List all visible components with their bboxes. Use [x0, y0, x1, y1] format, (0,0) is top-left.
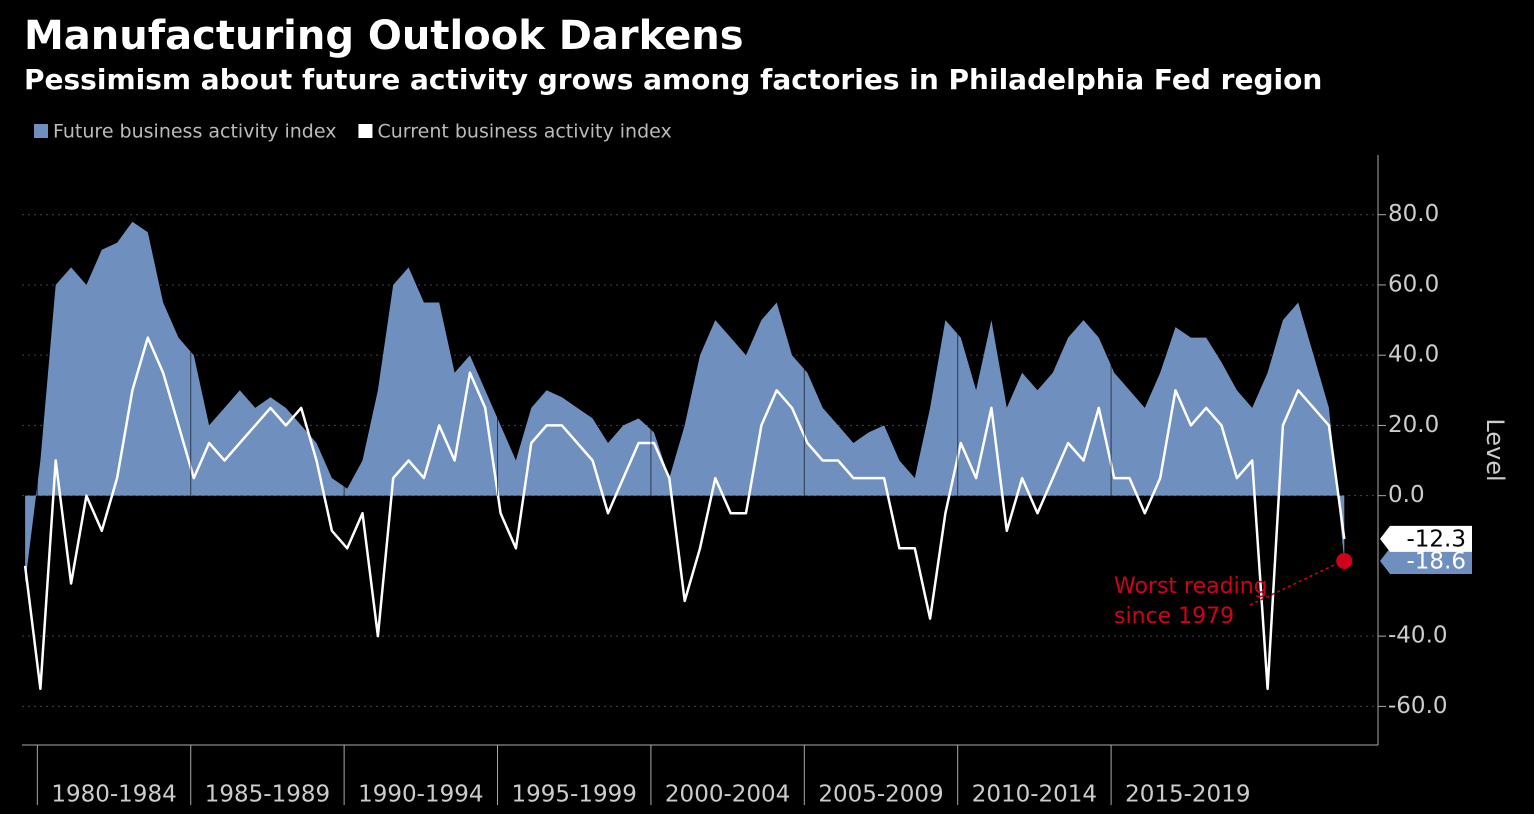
- annotation: Worst reading: [1114, 574, 1268, 599]
- y-tick-label: 40.0: [1388, 342, 1439, 368]
- y-tick-label: 0.0: [1388, 482, 1425, 508]
- legend-label: Current business activity index: [377, 121, 671, 143]
- x-tick-label: 1985-1989: [205, 782, 330, 808]
- x-tick-label: 2000-2004: [665, 782, 790, 808]
- line: [23, 336, 1346, 691]
- value-label-box: [1380, 547, 1472, 574]
- y-tick-label: -40.0: [1388, 623, 1448, 649]
- legend-swatch: [34, 124, 48, 138]
- y-tick-label: 80.0: [1388, 201, 1439, 227]
- legend-swatch: [358, 124, 373, 138]
- annotation: since 1979: [1114, 604, 1234, 629]
- legend-label: Future business activity index: [53, 121, 336, 143]
- y-tick-label: -60.0: [1388, 693, 1448, 719]
- value-label: -12.3: [1406, 526, 1466, 552]
- y-axis-label: Level: [1481, 418, 1509, 481]
- x-tick-label: 1990-1994: [358, 782, 483, 808]
- x-tick-label: 2015-2019: [1125, 782, 1250, 808]
- x-tick-label: 1980-1984: [51, 782, 176, 808]
- value-label: -18.6: [1406, 548, 1466, 574]
- chart-subtitle: Pessimism about future activity grows am…: [24, 63, 1322, 96]
- highlight-dot: [1336, 552, 1353, 569]
- chart-title: Manufacturing Outlook Darkens: [24, 13, 744, 59]
- x-tick-label: 1995-1999: [512, 782, 637, 808]
- y-tick-label: 60.0: [1388, 271, 1439, 297]
- x-tick-label: 2010-2014: [972, 782, 1097, 808]
- y-tick-label: 20.0: [1388, 412, 1439, 438]
- area: [25, 221, 1345, 584]
- value-label-box: [1380, 525, 1472, 552]
- x-tick-label: 2005-2009: [818, 782, 943, 808]
